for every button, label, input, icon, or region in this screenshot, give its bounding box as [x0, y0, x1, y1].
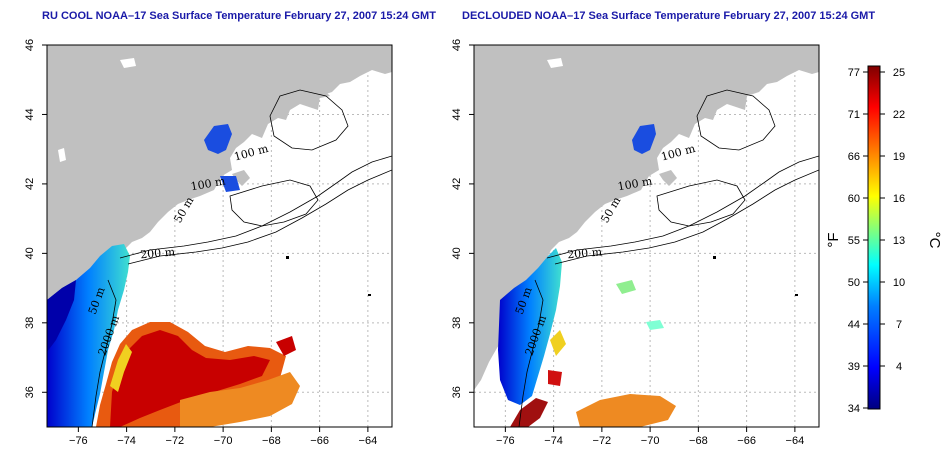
left-panel-title: RU COOL NOAA–17 Sea Surface Temperature …	[42, 10, 436, 22]
sst-gulf-stream-core	[110, 330, 270, 427]
sst-warm-ring	[576, 394, 676, 427]
land-mass	[474, 45, 819, 390]
x-tick-label: −74	[544, 435, 563, 447]
y-tick-label: 46	[24, 39, 36, 51]
isobath-label: 100 m	[617, 174, 654, 193]
celsius-scale: 25 22 19 16 13 10 7 4	[880, 67, 905, 373]
x-tick-label: −66	[310, 435, 329, 447]
y-tick-label: 44	[451, 108, 463, 120]
sst-patch	[616, 280, 636, 294]
fahrenheit-unit-label: °F	[825, 232, 842, 247]
isobath-contours	[91, 89, 392, 427]
x-tick-label: −64	[786, 435, 805, 447]
y-tick-label: 44	[24, 108, 36, 120]
x-tick-label: −70	[641, 435, 660, 447]
island	[300, 86, 330, 100]
sst-patch	[646, 320, 664, 330]
y-tick-label: 38	[24, 317, 36, 329]
isobath-contours	[518, 89, 819, 427]
celsius-tick-label: 19	[893, 151, 905, 163]
land-mass	[47, 45, 392, 390]
celsius-tick-label: 7	[896, 319, 902, 331]
sst-warm-eddy	[276, 336, 296, 356]
fahrenheit-tick-label: 71	[848, 109, 860, 121]
island	[659, 170, 677, 186]
sst-cold-patch	[220, 176, 240, 192]
y-tick-label: 46	[451, 39, 463, 51]
x-tick-label: −72	[166, 435, 185, 447]
isobath-label: 100 m	[190, 174, 227, 193]
fahrenheit-tick-label: 60	[848, 193, 860, 205]
y-tick-label: 36	[24, 386, 36, 398]
x-tick-label: −72	[593, 435, 612, 447]
celsius-unit-label: °C	[926, 232, 943, 249]
celsius-tick-label: 25	[893, 67, 905, 79]
map-axes: −76 −74 −72 −70 −68 −66 −64 36 38 40 42 44 46	[24, 39, 377, 447]
island-speck	[795, 294, 798, 296]
sst-cold-gulf-of-maine	[204, 124, 232, 154]
fahrenheit-tick-label: 50	[848, 277, 860, 289]
x-tick-label: −66	[737, 435, 756, 447]
x-tick-label: −70	[214, 435, 233, 447]
sst-frontal-yellow	[550, 330, 566, 356]
x-tick-label: −68	[262, 435, 281, 447]
celsius-tick-label: 10	[893, 277, 905, 289]
temperature-colorbar: 77 71 66 60 55 50 44 39 34 25 22 19 16 13 10 7 4 °F °C	[825, 65, 943, 415]
island	[232, 170, 250, 186]
fahrenheit-tick-label: 44	[848, 319, 860, 331]
fahrenheit-scale: 77 71 66 60 55 50 44 39 34	[848, 67, 868, 415]
y-tick-label: 38	[451, 317, 463, 329]
x-tick-label: −68	[689, 435, 708, 447]
x-tick-label: −76	[69, 435, 88, 447]
y-tick-label: 36	[451, 386, 463, 398]
fahrenheit-tick-label: 77	[848, 67, 860, 79]
sst-cold-coastal	[47, 280, 76, 352]
fahrenheit-tick-label: 55	[848, 235, 860, 247]
x-tick-label: −76	[496, 435, 515, 447]
map-frame	[473, 44, 820, 428]
celsius-tick-label: 22	[893, 109, 905, 121]
sst-shelf-water	[498, 248, 562, 405]
x-tick-label: −64	[359, 435, 378, 447]
island-speck	[368, 294, 371, 296]
sst-frontal-yellow	[110, 344, 132, 392]
sst-gulf-stream-core	[510, 398, 548, 427]
isobath-label: 200 m	[140, 245, 176, 261]
fahrenheit-tick-label: 34	[848, 403, 860, 415]
lake	[120, 58, 136, 68]
celsius-tick-label: 4	[896, 361, 902, 373]
celsius-tick-label: 13	[893, 235, 905, 247]
y-tick-label: 40	[24, 247, 36, 259]
y-tick-label: 42	[24, 178, 36, 190]
lake	[547, 58, 563, 68]
fahrenheit-tick-label: 39	[848, 361, 860, 373]
sst-warm-shelf-edge	[548, 370, 562, 386]
right-panel-title: DECLOUDED NOAA–17 Sea Surface Temperatur…	[462, 10, 876, 22]
celsius-tick-label: 16	[893, 193, 905, 205]
y-tick-label: 42	[451, 178, 463, 190]
sst-warm-core-ring	[180, 372, 300, 427]
x-tick-label: −74	[117, 435, 136, 447]
sst-cold-gulf-of-maine	[632, 124, 656, 154]
y-tick-label: 40	[451, 247, 463, 259]
map-frame	[46, 44, 393, 428]
island-speck	[286, 256, 289, 259]
lake	[58, 148, 66, 162]
colorbar-gradient	[867, 65, 881, 410]
island-speck	[713, 256, 716, 259]
map-axes: −76 −74 −72 −70 −68 −66 −64 36 38 40 42 44 46	[451, 39, 804, 447]
fahrenheit-tick-label: 66	[848, 151, 860, 163]
isobath-label: 200 m	[567, 245, 603, 261]
